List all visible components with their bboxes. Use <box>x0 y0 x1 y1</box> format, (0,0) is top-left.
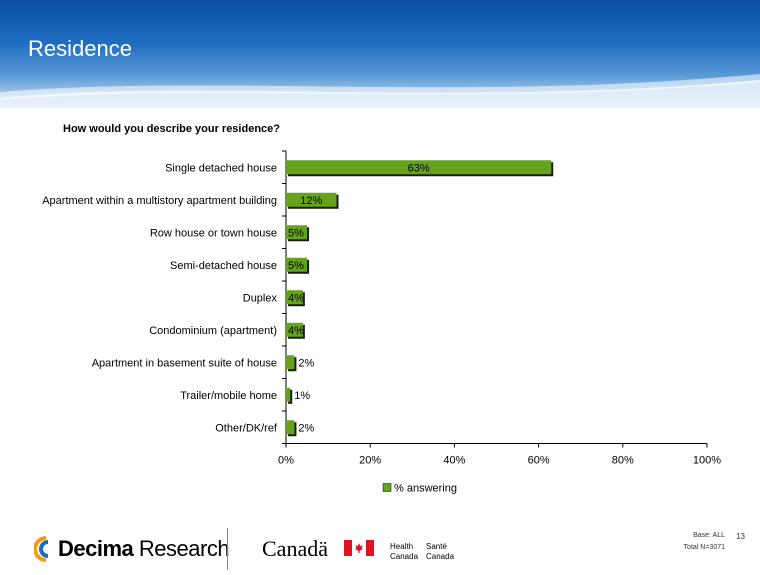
x-tick-label: 100% <box>693 455 721 467</box>
canada-wordmark: Canadä <box>262 536 328 561</box>
data-label: 1% <box>294 390 310 402</box>
bar <box>286 387 291 402</box>
header-banner <box>0 0 760 108</box>
category-label: Semi-detached house <box>170 260 277 272</box>
health-en-line2: Canada <box>390 552 419 561</box>
decima-logo-icon <box>34 536 49 562</box>
bar <box>286 257 308 272</box>
data-label: 12% <box>300 195 322 207</box>
page-title: Residence <box>28 36 132 61</box>
health-fr-line1: Santé <box>426 542 447 551</box>
data-label: 2% <box>298 422 314 434</box>
header-wave-decoration <box>0 74 760 108</box>
bar <box>286 192 337 207</box>
bar <box>286 290 303 305</box>
decima-wordmark: Decima Research <box>58 536 230 562</box>
x-tick-label: 20% <box>359 455 381 467</box>
decima-light: Research <box>133 536 230 561</box>
bar <box>286 322 303 337</box>
bar <box>286 160 552 175</box>
data-label: 5% <box>288 227 304 239</box>
data-label: 2% <box>298 357 314 369</box>
category-label: Row house or town house <box>150 227 277 239</box>
bar-chart: Single detached house 63% Apartment within… <box>42 150 721 495</box>
health-fr-line2: Canada <box>426 552 455 561</box>
x-tick-label: 60% <box>528 455 550 467</box>
category-label: Duplex <box>243 292 278 304</box>
legend-swatch <box>382 483 392 492</box>
health-en-line1: Health <box>390 542 414 551</box>
sante-canada-fr: Santé Canada <box>426 542 454 562</box>
footer-divider <box>227 528 228 570</box>
legend-label: % answering <box>394 483 457 495</box>
health-canada-en: Health Canada <box>390 542 418 562</box>
category-label: Single detached house <box>165 162 277 174</box>
chart-question: How would you describe your residence? <box>63 123 280 135</box>
x-tick-label: 80% <box>612 455 634 467</box>
x-tick-label: 0% <box>278 455 294 467</box>
category-label: Other/DK/ref <box>215 422 278 434</box>
bar <box>286 225 308 240</box>
category-label: Condominium (apartment) <box>149 325 277 337</box>
data-label: 4% <box>288 325 304 337</box>
base-line2: Total N=3071 <box>683 544 725 551</box>
category-label: Apartment within a multistory apartment … <box>42 195 277 207</box>
x-tick-label: 40% <box>443 455 465 467</box>
data-label: 5% <box>288 260 304 272</box>
data-label: 4% <box>288 292 304 304</box>
page-number: 13 <box>736 532 745 541</box>
category-label: Trailer/mobile home <box>180 390 277 402</box>
base-note: Base: ALL Total N=3071 <box>640 530 725 554</box>
base-line1: Base: ALL <box>693 532 725 539</box>
bar <box>286 355 295 370</box>
decima-bold: Decima <box>58 536 134 561</box>
data-label: 63% <box>408 162 430 174</box>
bar <box>286 420 295 435</box>
category-label: Apartment in basement suite of house <box>92 357 277 369</box>
canada-flag-icon <box>344 540 374 556</box>
